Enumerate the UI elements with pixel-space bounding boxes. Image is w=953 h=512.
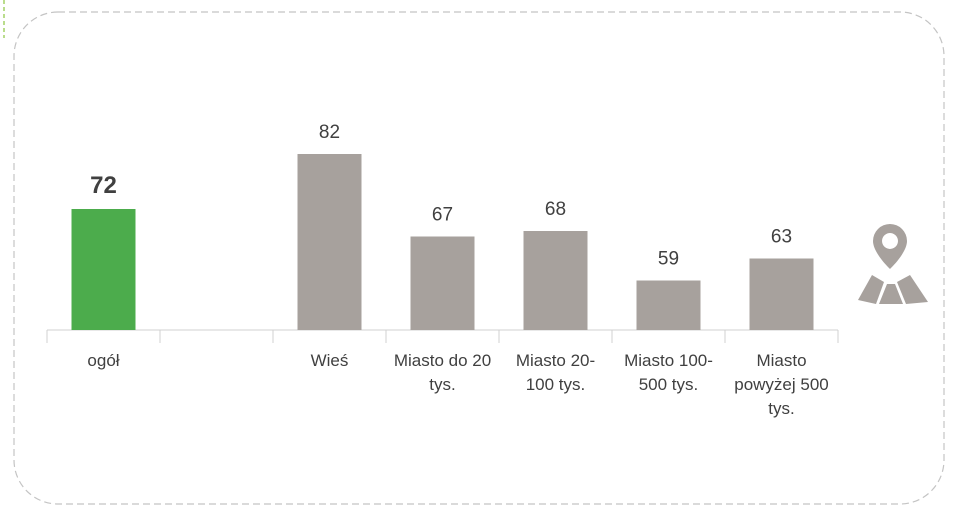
x-tick-label: ogół [87,351,120,370]
x-tick-label: Miasto do 20 tys. [393,351,492,394]
value-label: 72 [90,172,117,199]
bar [410,236,475,330]
x-tick-label: Miasto 20-100 tys. [515,351,596,394]
frame [13,11,945,505]
value-label: 63 [771,227,792,248]
x-tick-label: Miasto 100-500 tys. [624,351,713,394]
value-label: 82 [319,122,340,143]
bar [523,231,588,330]
bar [749,258,814,330]
x-tick-label: Wieś [310,351,349,370]
value-label: 68 [545,199,566,220]
bar [71,209,136,330]
bar [636,280,701,330]
bar [297,154,362,330]
map-pin-icon [858,224,928,304]
x-tick-label: Miasto powyżej 500 tys. [734,351,829,418]
value-label: 59 [658,249,679,270]
value-label: 67 [432,205,453,226]
